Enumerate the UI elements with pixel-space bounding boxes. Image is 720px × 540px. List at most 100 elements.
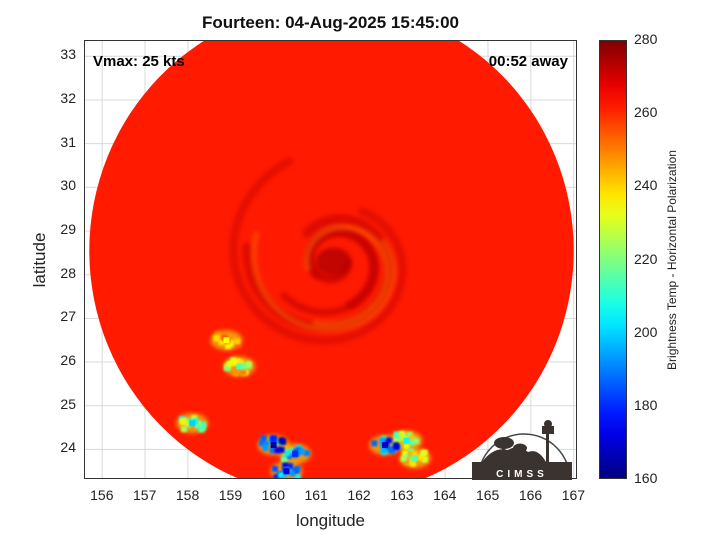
precip-cell — [191, 415, 198, 422]
precip-cell — [272, 465, 279, 472]
precip-cell — [408, 439, 415, 446]
colorbar — [599, 40, 627, 479]
precip-cell — [371, 440, 378, 447]
precip-cell — [262, 444, 269, 451]
precip-patches — [176, 330, 432, 478]
x-tick-label: 166 — [518, 487, 543, 503]
precip-cell — [263, 440, 270, 447]
precip-cell — [380, 447, 387, 454]
precip-cell — [273, 474, 280, 478]
precip-cell — [289, 470, 296, 477]
precip-cell — [195, 420, 202, 427]
x-axis-title: longitude — [295, 511, 365, 530]
precip-cell — [400, 455, 407, 462]
plot-area: Vmax: 25 kts 00:52 away — [84, 40, 577, 479]
precip-cell — [258, 440, 265, 447]
precip-cell — [410, 460, 417, 467]
y-axis-title: latitude — [30, 232, 49, 288]
precip-cell — [214, 334, 221, 341]
precip-core — [270, 442, 277, 449]
y-tick-label: 25 — [60, 395, 76, 412]
colorbar-tick-label: 180 — [634, 396, 658, 413]
precip-core — [189, 420, 196, 427]
precip-cell — [282, 462, 289, 469]
x-tick-label: 158 — [175, 487, 200, 503]
chart-title: Fourteen: 04-Aug-2025 15:45:00 — [202, 13, 459, 32]
precip-cell — [234, 338, 241, 345]
y-tick-label: 29 — [60, 221, 76, 237]
rain-band — [303, 224, 391, 328]
precip-cell — [240, 369, 247, 376]
precip-cell — [421, 449, 428, 456]
precip-cell — [403, 443, 410, 450]
precip-cell — [393, 442, 400, 449]
precip-cell — [388, 446, 395, 453]
x-tick-label: 156 — [90, 487, 114, 503]
precip-cell — [409, 435, 416, 442]
precip-cell — [218, 338, 225, 345]
precip-cell — [294, 474, 301, 478]
precip-cell — [287, 463, 294, 470]
precip-cell — [224, 365, 231, 372]
precip-cell — [277, 471, 284, 478]
colorbar-tick-label: 200 — [634, 323, 658, 340]
precip-cell — [260, 435, 267, 442]
precip-cell — [281, 456, 288, 463]
y-tick-label: 30 — [60, 177, 76, 194]
y-tick-label: 32 — [60, 89, 76, 106]
time-away-label: 00:52 away — [488, 53, 568, 70]
precip-cell — [393, 431, 400, 438]
precip-cell — [285, 453, 292, 460]
x-tick-label: 162 — [347, 487, 371, 503]
y-tick-label: 26 — [60, 352, 76, 369]
x-tick-label: 165 — [475, 487, 500, 503]
precip-core — [223, 337, 230, 344]
spiral-band — [229, 157, 407, 345]
x-tick-label: 167 — [561, 487, 586, 503]
precip-cell — [180, 418, 187, 425]
x-tick-label: 161 — [304, 487, 328, 503]
precip-cell — [278, 437, 285, 444]
x-tick-label: 159 — [218, 487, 243, 503]
precip-cell — [237, 359, 244, 366]
spiral-bands — [229, 157, 407, 345]
precip-cell — [180, 426, 187, 433]
rain-band — [250, 231, 397, 333]
precip-cell — [270, 435, 277, 442]
colorbar-tick-label: 160 — [634, 470, 658, 486]
colorbar-tick-label: 260 — [634, 104, 658, 121]
precip-cell — [421, 456, 428, 463]
colorbar-tick-label: 280 — [634, 31, 658, 47]
y-tick-label: 27 — [60, 308, 76, 325]
y-tick-label: 24 — [60, 439, 76, 456]
precip-cell — [398, 431, 405, 438]
precip-core — [292, 450, 299, 457]
precip-cell — [274, 447, 281, 454]
x-tick-label: 157 — [133, 487, 157, 503]
precip-core — [403, 437, 410, 444]
precip-cell — [240, 363, 247, 370]
precip-core — [283, 468, 290, 475]
precip-cell — [303, 450, 310, 457]
microwave-map — [85, 41, 576, 478]
precip-cell — [232, 370, 239, 377]
colorbar-title: Brightness Temp - Horizontal Polarizatio… — [665, 150, 679, 370]
precip-core — [412, 455, 419, 462]
precip-cell — [269, 447, 276, 454]
x-tick-label: 163 — [390, 487, 414, 503]
storm-core — [315, 247, 352, 276]
precip-cell — [185, 421, 192, 428]
precip-cell — [245, 361, 252, 368]
precip-cell — [235, 342, 242, 349]
precip-cell — [284, 449, 291, 456]
vmax-label: Vmax: 25 kts — [93, 53, 185, 70]
precip-cell — [408, 451, 415, 458]
precip-cell — [402, 450, 409, 457]
precip-cell — [200, 421, 207, 428]
precip-cell — [231, 359, 238, 366]
y-tick-label: 28 — [60, 264, 76, 281]
colorbar-tick-label: 220 — [634, 250, 658, 267]
y-tick-label: 31 — [60, 133, 76, 150]
precip-core — [382, 442, 389, 449]
precip-cell — [379, 437, 386, 444]
